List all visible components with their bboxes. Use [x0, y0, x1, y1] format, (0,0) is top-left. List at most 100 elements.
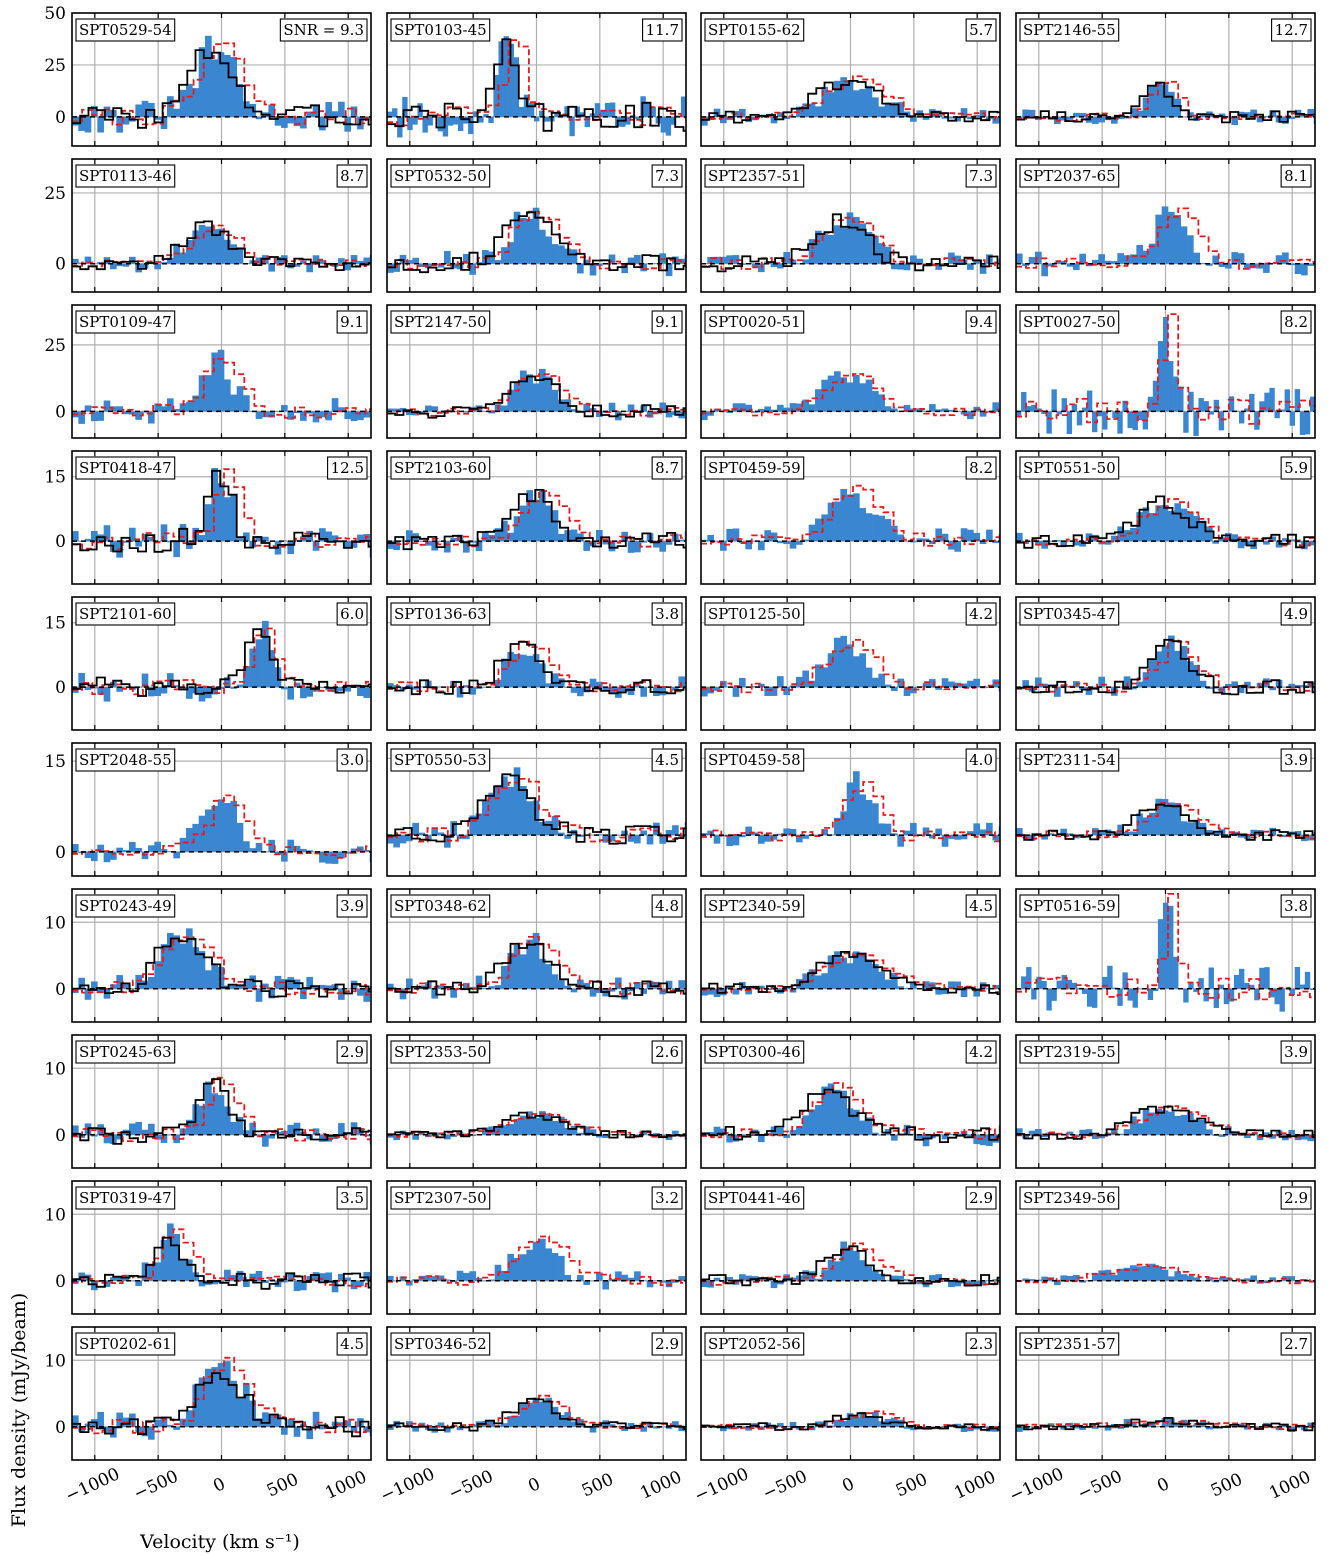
histogram-bar: [922, 116, 930, 120]
panel-snr-box: [327, 456, 368, 480]
histogram-bar: [243, 1130, 250, 1135]
histogram-bar: [255, 1418, 263, 1427]
histogram-bar: [533, 116, 540, 122]
histogram-bar: [608, 988, 616, 992]
histogram-bar: [507, 532, 514, 542]
histogram-bar: [520, 1115, 527, 1135]
histogram-bar: [596, 834, 603, 836]
histogram-bar: [1250, 829, 1258, 836]
histogram-bar: [262, 536, 269, 542]
histogram-bar: [262, 620, 269, 688]
histogram-bar: [148, 537, 155, 542]
histogram-bar: [91, 981, 98, 989]
histogram-bar: [840, 77, 847, 117]
histogram-bar: [1157, 919, 1164, 989]
panel-name: SPT2103-60: [394, 459, 487, 477]
histogram-bar: [739, 678, 746, 688]
histogram-bar: [1054, 540, 1061, 542]
histogram-bar: [1142, 817, 1150, 836]
histogram-bar: [665, 263, 673, 277]
panel-name-box: [390, 894, 491, 918]
histogram-bar: [1041, 835, 1048, 840]
histogram-bar: [802, 835, 809, 839]
histogram-bar: [846, 644, 854, 688]
histogram-bar: [634, 835, 641, 844]
panel: SPT2147-50 9.1: [386, 304, 687, 439]
histogram-bar: [594, 103, 601, 117]
histogram-bar: [1161, 206, 1169, 264]
histogram-bar: [872, 964, 879, 989]
histogram-bar: [507, 952, 514, 989]
histogram-bar: [539, 958, 546, 989]
histogram-bar: [701, 988, 708, 996]
histogram-bar: [1225, 263, 1232, 269]
histogram-bar: [640, 687, 648, 697]
histogram-bar: [494, 260, 502, 264]
histogram-bar: [583, 541, 591, 551]
histogram-bar: [720, 256, 727, 264]
plot-area: [701, 484, 1000, 552]
histogram-bar: [954, 1423, 962, 1427]
red-spectrum-line: [72, 358, 371, 419]
histogram-bar: [1208, 967, 1214, 989]
panel-name: SPT2307-50: [394, 1189, 487, 1207]
histogram-bar: [770, 986, 778, 989]
histogram-bar: [608, 402, 616, 412]
histogram-bar: [1022, 1134, 1029, 1139]
histogram-bar: [878, 971, 886, 989]
histogram-bar: [1218, 1134, 1226, 1137]
histogram-bar: [821, 1270, 828, 1281]
x-tick-label: −1000: [1006, 1464, 1067, 1506]
panel: SPT2311-54 3.9: [1015, 742, 1316, 877]
histogram-bar: [520, 370, 527, 412]
histogram-bar: [205, 35, 212, 117]
histogram-bar: [1187, 1112, 1194, 1135]
histogram-bar: [853, 771, 860, 836]
histogram-bar: [570, 1125, 578, 1135]
panel-snr: 5.9: [1284, 459, 1308, 477]
panel: SPT2353-50 2.6: [386, 1034, 687, 1169]
histogram-bar: [513, 381, 521, 412]
red-spectrum-line: [701, 639, 1000, 694]
panel-name-box: [75, 748, 176, 772]
histogram-bar: [1250, 109, 1258, 117]
panel-snr: 8.7: [340, 167, 364, 185]
plot-area: [701, 371, 1000, 421]
histogram-bar: [1028, 1130, 1036, 1135]
histogram-bar: [1130, 1422, 1137, 1427]
histogram-bar: [646, 835, 654, 845]
histogram-bar: [1051, 389, 1057, 412]
histogram-bar: [569, 116, 575, 137]
histogram-bar: [1199, 680, 1207, 688]
plot-area: [72, 1356, 371, 1440]
histogram-bar: [884, 519, 892, 542]
histogram-bar: [1264, 392, 1270, 412]
histogram-bar: [116, 1134, 123, 1140]
histogram-bar: [463, 411, 470, 413]
histogram-bar: [584, 116, 591, 128]
histogram-bar: [186, 828, 193, 852]
histogram-bar: [808, 1109, 816, 1135]
red-spectrum-line: [701, 1242, 1000, 1286]
histogram-bar: [1307, 1422, 1315, 1427]
histogram-bar: [1123, 676, 1131, 688]
histogram-bar: [1294, 1280, 1302, 1284]
histogram-bar: [350, 106, 358, 117]
panel-snr: 3.8: [1284, 897, 1308, 915]
histogram-bar: [558, 832, 565, 836]
histogram-bar: [678, 539, 686, 542]
histogram-bar: [1060, 1275, 1067, 1281]
y-tick-label: 0: [55, 108, 66, 128]
histogram-bar: [1098, 676, 1105, 688]
histogram-bar: [1174, 1271, 1182, 1281]
histogram-bar: [1022, 1426, 1029, 1431]
histogram-bar: [739, 835, 746, 838]
histogram-bar: [621, 830, 629, 836]
histogram-bar: [507, 1416, 514, 1427]
histogram-bar: [494, 528, 502, 542]
histogram-bar: [558, 245, 565, 264]
histogram-bar: [211, 352, 218, 412]
histogram-bar: [910, 981, 917, 989]
